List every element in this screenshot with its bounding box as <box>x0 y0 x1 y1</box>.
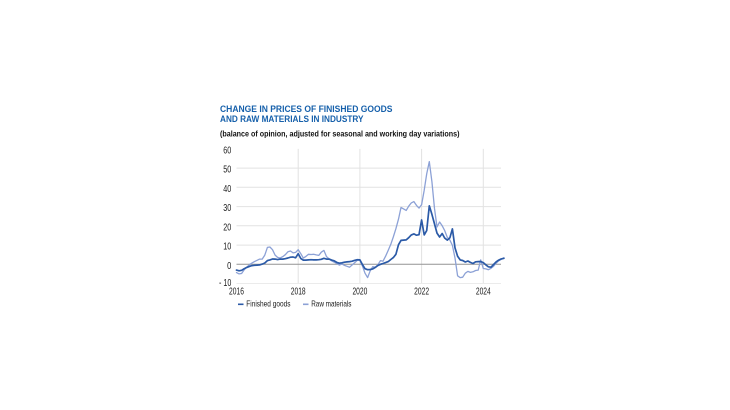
svg-text:CHANGE IN PRICES OF FINISHED G: CHANGE IN PRICES OF FINISHED GOODS <box>220 104 393 115</box>
svg-text:2018: 2018 <box>291 286 306 297</box>
svg-text:60: 60 <box>223 146 231 157</box>
svg-text:0: 0 <box>227 261 232 272</box>
svg-text:2022: 2022 <box>414 286 429 297</box>
svg-text:30: 30 <box>223 203 231 214</box>
svg-text:20: 20 <box>223 222 231 233</box>
svg-text:- 10: - 10 <box>219 278 232 289</box>
svg-text:2020: 2020 <box>352 286 367 297</box>
svg-text:50: 50 <box>223 165 231 176</box>
svg-text:2024: 2024 <box>476 286 491 297</box>
svg-text:AND RAW MATERIALS IN INDUSTRY: AND RAW MATERIALS IN INDUSTRY <box>220 114 364 125</box>
svg-text:2016: 2016 <box>229 286 244 297</box>
svg-text:40: 40 <box>223 184 231 195</box>
svg-text:10: 10 <box>223 242 231 253</box>
svg-text:Finished goods: Finished goods <box>246 298 290 308</box>
svg-text:(balance of opinion, adjusted: (balance of opinion, adjusted for season… <box>220 130 460 139</box>
svg-text:Raw materials: Raw materials <box>311 298 351 308</box>
